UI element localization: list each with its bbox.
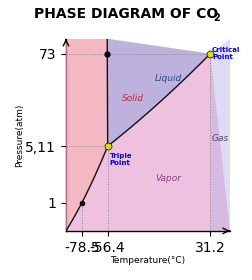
- Polygon shape: [66, 39, 108, 231]
- Polygon shape: [210, 39, 230, 231]
- Text: 2: 2: [213, 13, 220, 24]
- Polygon shape: [107, 39, 210, 146]
- X-axis label: Temperature(°C): Temperature(°C): [110, 256, 185, 265]
- Text: Critical
Point: Critical Point: [212, 47, 240, 60]
- Text: Solid: Solid: [122, 94, 144, 103]
- Polygon shape: [66, 39, 108, 231]
- Polygon shape: [107, 39, 210, 146]
- Polygon shape: [66, 54, 230, 231]
- Text: Triple
Point: Triple Point: [109, 153, 132, 165]
- Text: Gas: Gas: [212, 134, 229, 143]
- Text: Liquid: Liquid: [154, 74, 181, 83]
- Text: PHASE DIAGRAM OF CO: PHASE DIAGRAM OF CO: [34, 7, 218, 21]
- Y-axis label: Pressure(atm): Pressure(atm): [15, 103, 24, 167]
- Text: Vapor: Vapor: [155, 174, 181, 183]
